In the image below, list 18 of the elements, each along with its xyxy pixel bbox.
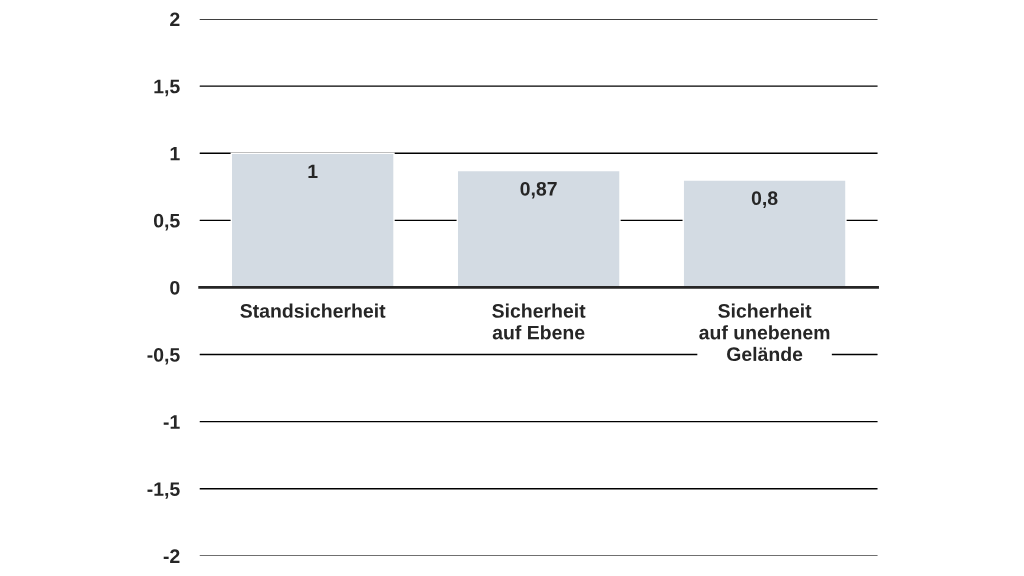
data-label: 1 xyxy=(308,164,318,179)
y-tick-label: 2 xyxy=(170,12,180,27)
y-tick-label: -0,5 xyxy=(147,348,180,365)
data-label: 0,8 xyxy=(751,191,778,208)
y-tick-label: -1,5 xyxy=(147,482,180,499)
y-tick-label: 1,5 xyxy=(154,79,180,97)
y-tick-label: 1 xyxy=(170,146,180,161)
x-tick-label: Sicherheit auf Ebene xyxy=(492,303,586,340)
data-label: 0,87 xyxy=(520,181,557,199)
bar xyxy=(456,169,621,289)
y-tick-label: 0,5 xyxy=(153,213,180,231)
x-tick-label: Sicherheit auf unebenem Gelände xyxy=(699,303,830,362)
y-tick-label: -1 xyxy=(163,415,180,429)
bar xyxy=(682,179,847,289)
y-tick-label: -2 xyxy=(163,549,180,563)
y-tick-label: 0 xyxy=(170,280,180,295)
bar xyxy=(230,152,395,289)
x-tick-label: Standsicherheit xyxy=(240,303,386,318)
